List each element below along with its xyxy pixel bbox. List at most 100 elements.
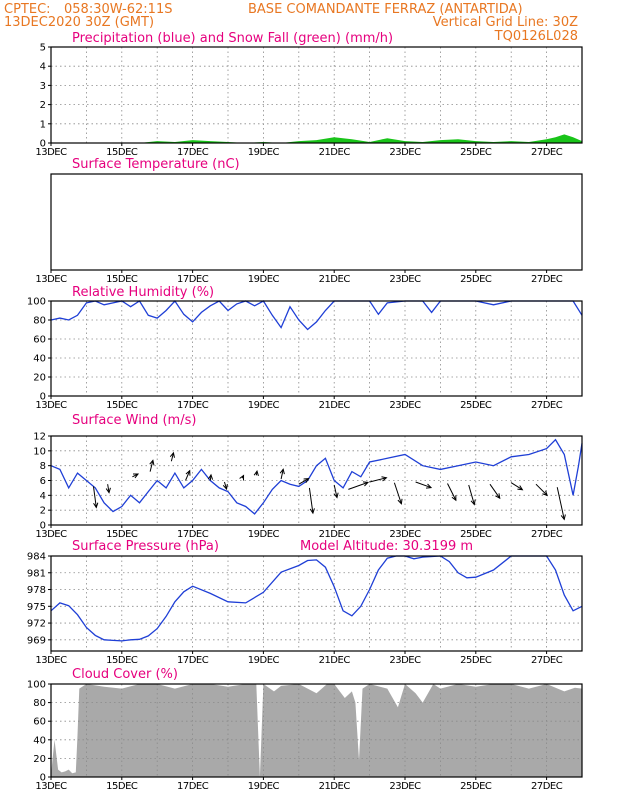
x-tick-label: 27DEC [531,655,563,666]
y-tick-label: 984 [27,552,46,563]
x-tick-label: 17DEC [177,400,209,411]
x-tick-label: 21DEC [319,655,351,666]
y-tick-label: 6 [40,476,46,487]
header-date: 13DEC2020 30Z (GMT) [4,15,154,30]
wind-arrow [348,481,370,490]
x-tick-label: 13DEC [35,400,67,411]
temperature-title: Surface Temperature (nC) [72,157,240,172]
humidity-x-axis: 13DEC 15DEC 17DEC 19DEC 21DEC 23DEC 25DEC 27DEC [35,396,563,411]
temperature-x-axis: 13DEC 15DEC 17DEC 19DEC 21DEC 23DEC 25DEC 27DEC [35,270,563,285]
x-tick-label: 17DEC [177,655,209,666]
header-source: CPTEC: [4,2,51,17]
cloud-y-axis: 0 20 40 60 80 100 [27,680,51,784]
temperature-panel: 13DEC 15DEC 17DEC 19DEC 21DEC 23DEC 25DEC 27DEC… [35,157,583,285]
cloud-frame [50,683,583,778]
pressure-x-axis: 13DEC 15DEC 17DEC 19DEC 21DEC 23DEC 25DEC 27DEC [35,651,563,666]
wind-arrow [333,484,339,499]
wind-arrow [169,451,175,462]
y-tick-label: 40 [33,735,46,746]
y-tick-label: 4 [40,62,46,73]
precipitation-marks [51,134,582,143]
wind-arrow [556,487,566,521]
model-altitude: Model Altitude: 30.3199 m [300,539,473,554]
cloud-title: Cloud Cover (%) [72,667,178,682]
x-tick-label: 21DEC [319,274,351,285]
humidity-marks [50,299,583,331]
humidity-y-axis: 0 20 40 60 80 100 [27,297,51,403]
x-tick-label: 21DEC [319,147,351,158]
y-tick-label: 2 [40,100,46,111]
pressure-frame [50,555,583,652]
wind-x-axis: 13DEC 15DEC 17DEC 19DEC 21DEC 23DEC 25DEC 27DEC [35,525,563,540]
x-tick-label: 17DEC [177,147,209,158]
x-tick-label: 15DEC [106,400,138,411]
wind-arrow [535,483,548,497]
y-tick-label: 0 [40,773,46,784]
wind-arrow [510,482,524,491]
x-tick-label: 13DEC [35,147,67,158]
wind-y-axis: 0 2 4 6 8 10 12 [33,432,51,532]
y-tick-label: 0 [40,392,46,403]
x-tick-label: 25DEC [460,529,492,540]
y-tick-label: 20 [33,754,46,765]
x-tick-label: 19DEC [248,274,280,285]
cloud-grid [51,684,582,777]
y-tick-label: 969 [27,635,46,646]
y-tick-label: 40 [33,354,46,365]
y-tick-label: 60 [33,717,46,728]
wind-title: Surface Wind (m/s) [72,413,196,428]
wind-arrow [105,484,111,494]
y-tick-label: 978 [27,585,46,596]
x-tick-label: 27DEC [531,529,563,540]
wind-arrow [298,478,310,485]
pressure-title: Surface Pressure (hPa) [72,539,219,554]
header: CPTEC: 058:30W-62:11S BASE COMANDANTE FE… [4,2,578,44]
x-tick-label: 19DEC [248,529,280,540]
y-tick-label: 100 [27,680,46,691]
wind-arrow [132,473,140,479]
x-tick-label: 25DEC [460,147,492,158]
x-tick-label: 17DEC [177,781,209,792]
y-tick-label: 5 [40,43,46,54]
precipitation-panel: 0 1 2 3 4 5 13DEC 15DEC 17DEC 19DEC 21DEC 23DEC 25D… [35,31,583,158]
x-tick-label: 15DEC [106,147,138,158]
y-tick-label: 981 [27,568,46,579]
pressure-grid [51,556,582,651]
x-tick-label: 19DEC [248,400,280,411]
x-tick-label: 19DEC [248,655,280,666]
x-tick-label: 23DEC [389,400,421,411]
y-tick-label: 0 [40,521,46,532]
y-tick-label: 3 [40,81,46,92]
series-cloud-cover [51,684,582,777]
wind-arrow [222,481,228,491]
x-tick-label: 15DEC [106,529,138,540]
wind-arrow [489,483,501,500]
wind-grid [51,436,582,525]
x-tick-label: 23DEC [389,147,421,158]
y-tick-label: 972 [27,619,46,630]
humidity-panel: 0 20 40 60 80 100 13DEC 15DEC 17DEC 19DEC 21DEC 23… [27,285,583,411]
x-tick-label: 13DEC [35,274,67,285]
cloud-panel: 0 20 40 60 80 100 13DEC 15DEC 17DEC 19DEC 21DEC 23… [27,667,583,792]
temperature-frame [50,173,583,271]
pressure-marks [50,555,583,642]
x-tick-label: 23DEC [389,529,421,540]
x-tick-label: 27DEC [531,147,563,158]
header-coordinates: 058:30W-62:11S [64,2,172,17]
y-tick-label: 10 [33,446,46,457]
wind-arrow [253,469,259,477]
x-tick-label: 15DEC [106,655,138,666]
x-tick-label: 17DEC [177,529,209,540]
y-tick-label: 12 [33,432,46,443]
wind-arrow [239,474,245,481]
x-tick-label: 25DEC [460,655,492,666]
precipitation-y-axis: 0 1 2 3 4 5 [40,43,51,150]
y-tick-label: 2 [40,506,46,517]
x-tick-label: 21DEC [319,781,351,792]
series-surface-pressure [50,555,583,642]
y-tick-label: 4 [40,491,46,502]
x-tick-label: 21DEC [319,400,351,411]
y-tick-label: 8 [40,461,46,472]
y-tick-label: 100 [27,297,46,308]
humidity-frame [50,300,583,397]
